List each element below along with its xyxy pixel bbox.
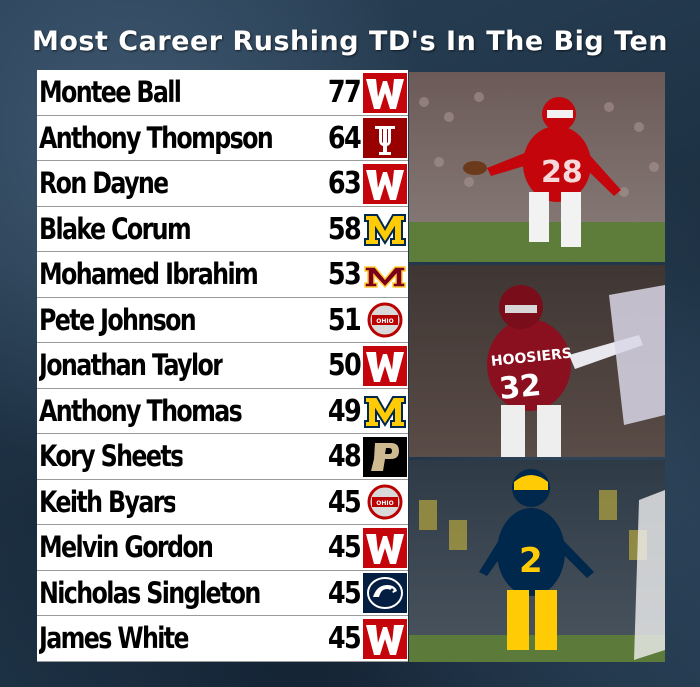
player-name: James White <box>39 621 189 655</box>
svg-text:OHIO: OHIO <box>376 318 393 325</box>
rushing-td-count: 45 <box>327 530 362 565</box>
table-row: James White 45 <box>37 616 408 662</box>
wisconsin-logo-icon <box>362 343 408 389</box>
penn-state-logo-icon <box>362 571 408 617</box>
indiana-logo-icon <box>362 116 408 162</box>
wisconsin-player-photo-icon: 28 <box>409 72 665 262</box>
table-row: Keith Byars 45 OHIO <box>37 480 408 526</box>
player-name: Jonathan Taylor <box>39 348 223 382</box>
rushing-td-count: 48 <box>327 439 362 474</box>
player-name: Pete Johnson <box>39 302 196 337</box>
rushing-td-count: 58 <box>327 211 362 247</box>
ohio-state-logo-icon: OHIO <box>362 298 408 344</box>
rushing-td-count: 77 <box>327 75 362 110</box>
rushing-td-table: Montee Ball 77 Anthony Thompson 64 Ron Dayne… <box>37 70 408 662</box>
michigan-player-photo-icon: 2 <box>409 460 665 662</box>
wisconsin-logo-icon <box>362 70 408 116</box>
player-name: Mohamed Ibrahim <box>39 257 258 291</box>
svg-text:28: 28 <box>541 155 583 190</box>
player-name: Blake Corum <box>39 211 191 246</box>
table-row: Montee Ball 77 <box>37 70 408 116</box>
table-row: Blake Corum 58 <box>37 207 408 253</box>
indiana-player-photo-icon: HOOSIERS 32 <box>409 265 665 457</box>
indiana-player-photo: HOOSIERS 32 <box>409 265 665 457</box>
rushing-td-count: 63 <box>327 166 362 201</box>
svg-text:2: 2 <box>519 541 543 581</box>
player-name: Anthony Thompson <box>39 120 273 155</box>
rushing-td-count: 53 <box>327 257 362 292</box>
player-name: Anthony Thomas <box>39 393 242 428</box>
player-name: Ron Dayne <box>39 166 168 200</box>
wisconsin-player-photo: 28 <box>409 72 665 262</box>
michigan-player-photo: 2 <box>409 460 665 662</box>
wisconsin-logo-icon <box>362 525 408 571</box>
chart-title: Most Career Rushing TD's In The Big Ten <box>31 26 668 57</box>
table-row: Jonathan Taylor 50 <box>37 343 408 389</box>
player-name: Nicholas Singleton <box>39 575 260 610</box>
svg-text:OHIO: OHIO <box>376 500 393 507</box>
ohio-state-logo-icon: OHIO <box>362 480 408 526</box>
table-row: Ron Dayne 63 <box>37 161 408 207</box>
player-name: Keith Byars <box>39 484 176 519</box>
rushing-td-count: 64 <box>327 120 362 156</box>
player-name: Kory Sheets <box>39 439 183 473</box>
table-row: Melvin Gordon 45 <box>37 525 408 571</box>
rushing-td-count: 51 <box>327 302 362 338</box>
michigan-logo-icon <box>362 389 408 435</box>
rushing-td-count: 45 <box>327 484 362 520</box>
rushing-td-count: 45 <box>327 575 362 611</box>
player-name: Montee Ball <box>39 75 181 109</box>
table-row: Pete Johnson 51 OHIO <box>37 298 408 344</box>
table-row: Anthony Thompson 64 <box>37 116 408 162</box>
player-name: Melvin Gordon <box>39 530 213 564</box>
table-row: Nicholas Singleton 45 <box>37 571 408 617</box>
rushing-td-count: 50 <box>327 348 362 383</box>
rushing-td-count: 45 <box>327 621 362 656</box>
table-row: Mohamed Ibrahim 53 <box>37 252 408 298</box>
table-row: Anthony Thomas 49 <box>37 389 408 435</box>
photo-column: 28 HOOSIERS 32 <box>409 72 665 662</box>
purdue-logo-icon <box>362 434 408 480</box>
minnesota-logo-icon <box>362 252 408 298</box>
wisconsin-logo-icon <box>362 616 408 662</box>
michigan-logo-icon <box>362 207 408 253</box>
wisconsin-logo-icon <box>362 161 408 207</box>
table-row: Kory Sheets 48 <box>37 434 408 480</box>
rushing-td-count: 49 <box>327 393 362 429</box>
svg-text:32: 32 <box>498 368 543 407</box>
